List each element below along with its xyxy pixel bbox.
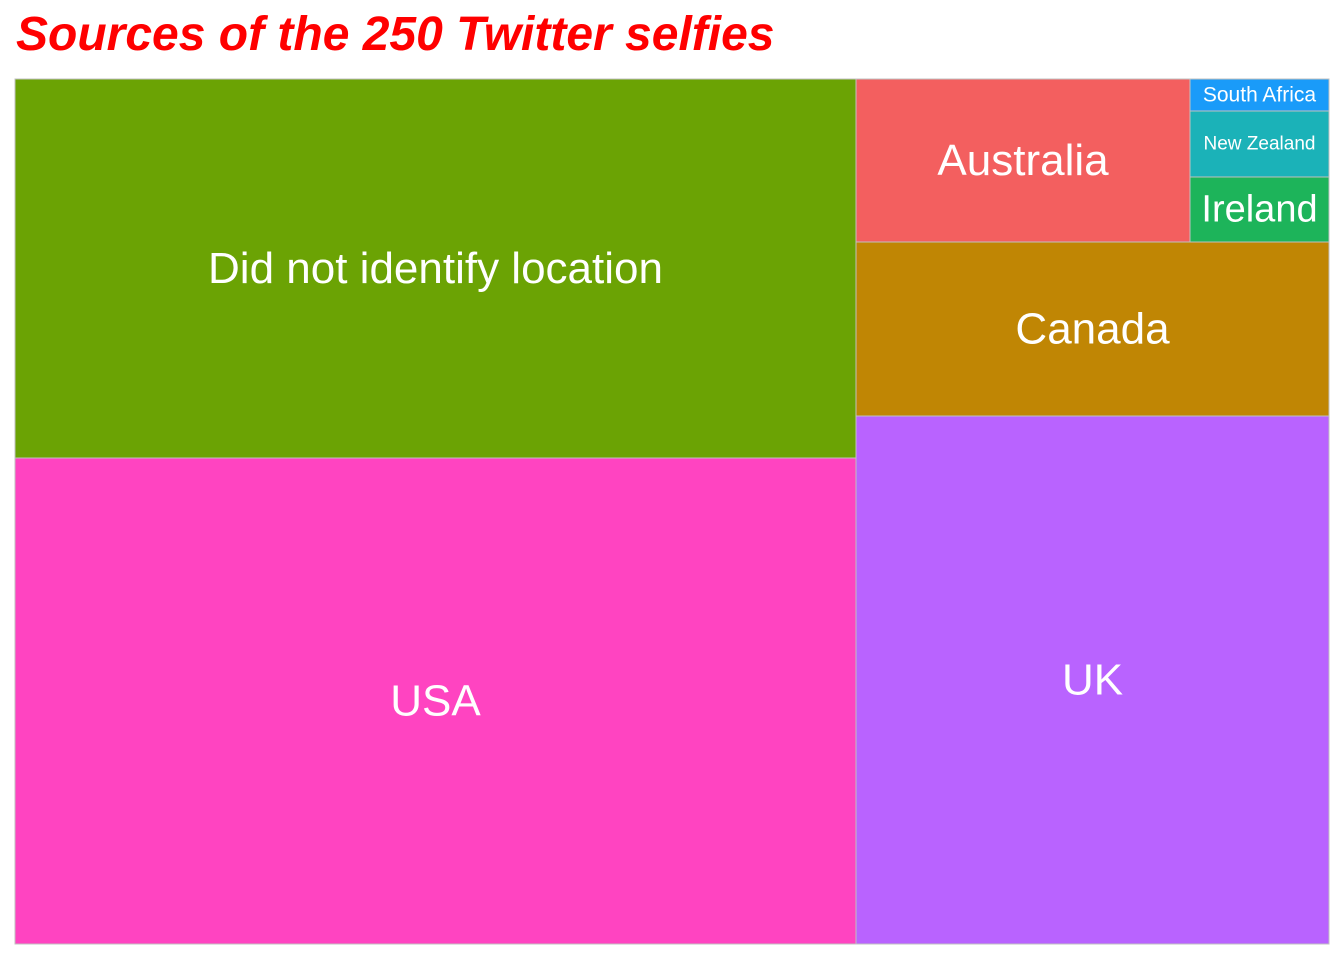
tile-ireland: [1189, 176, 1330, 243]
tile-label-usa: USA: [390, 677, 481, 726]
tile-label-uk: UK: [1062, 656, 1123, 705]
tile-uk: [855, 415, 1330, 945]
chart-title: Sources of the 250 Twitter selfies: [16, 8, 775, 61]
tile-australia: [855, 78, 1191, 243]
tile-label-south-africa: South Africa: [1203, 84, 1317, 107]
tile-label-did-not-identify-location: Did not identify location: [208, 244, 663, 293]
tile-did-not-identify-location: [14, 78, 857, 459]
tile-label-new-zealand: New Zealand: [1204, 134, 1316, 155]
tile-label-ireland: Ireland: [1201, 189, 1317, 231]
tile-label-australia: Australia: [937, 136, 1109, 185]
tile-new-zealand: [1189, 110, 1330, 178]
tile-usa: [14, 457, 857, 945]
tile-canada: [855, 241, 1330, 417]
tile-south-africa: [1189, 78, 1330, 112]
tile-label-canada: Canada: [1015, 305, 1170, 354]
